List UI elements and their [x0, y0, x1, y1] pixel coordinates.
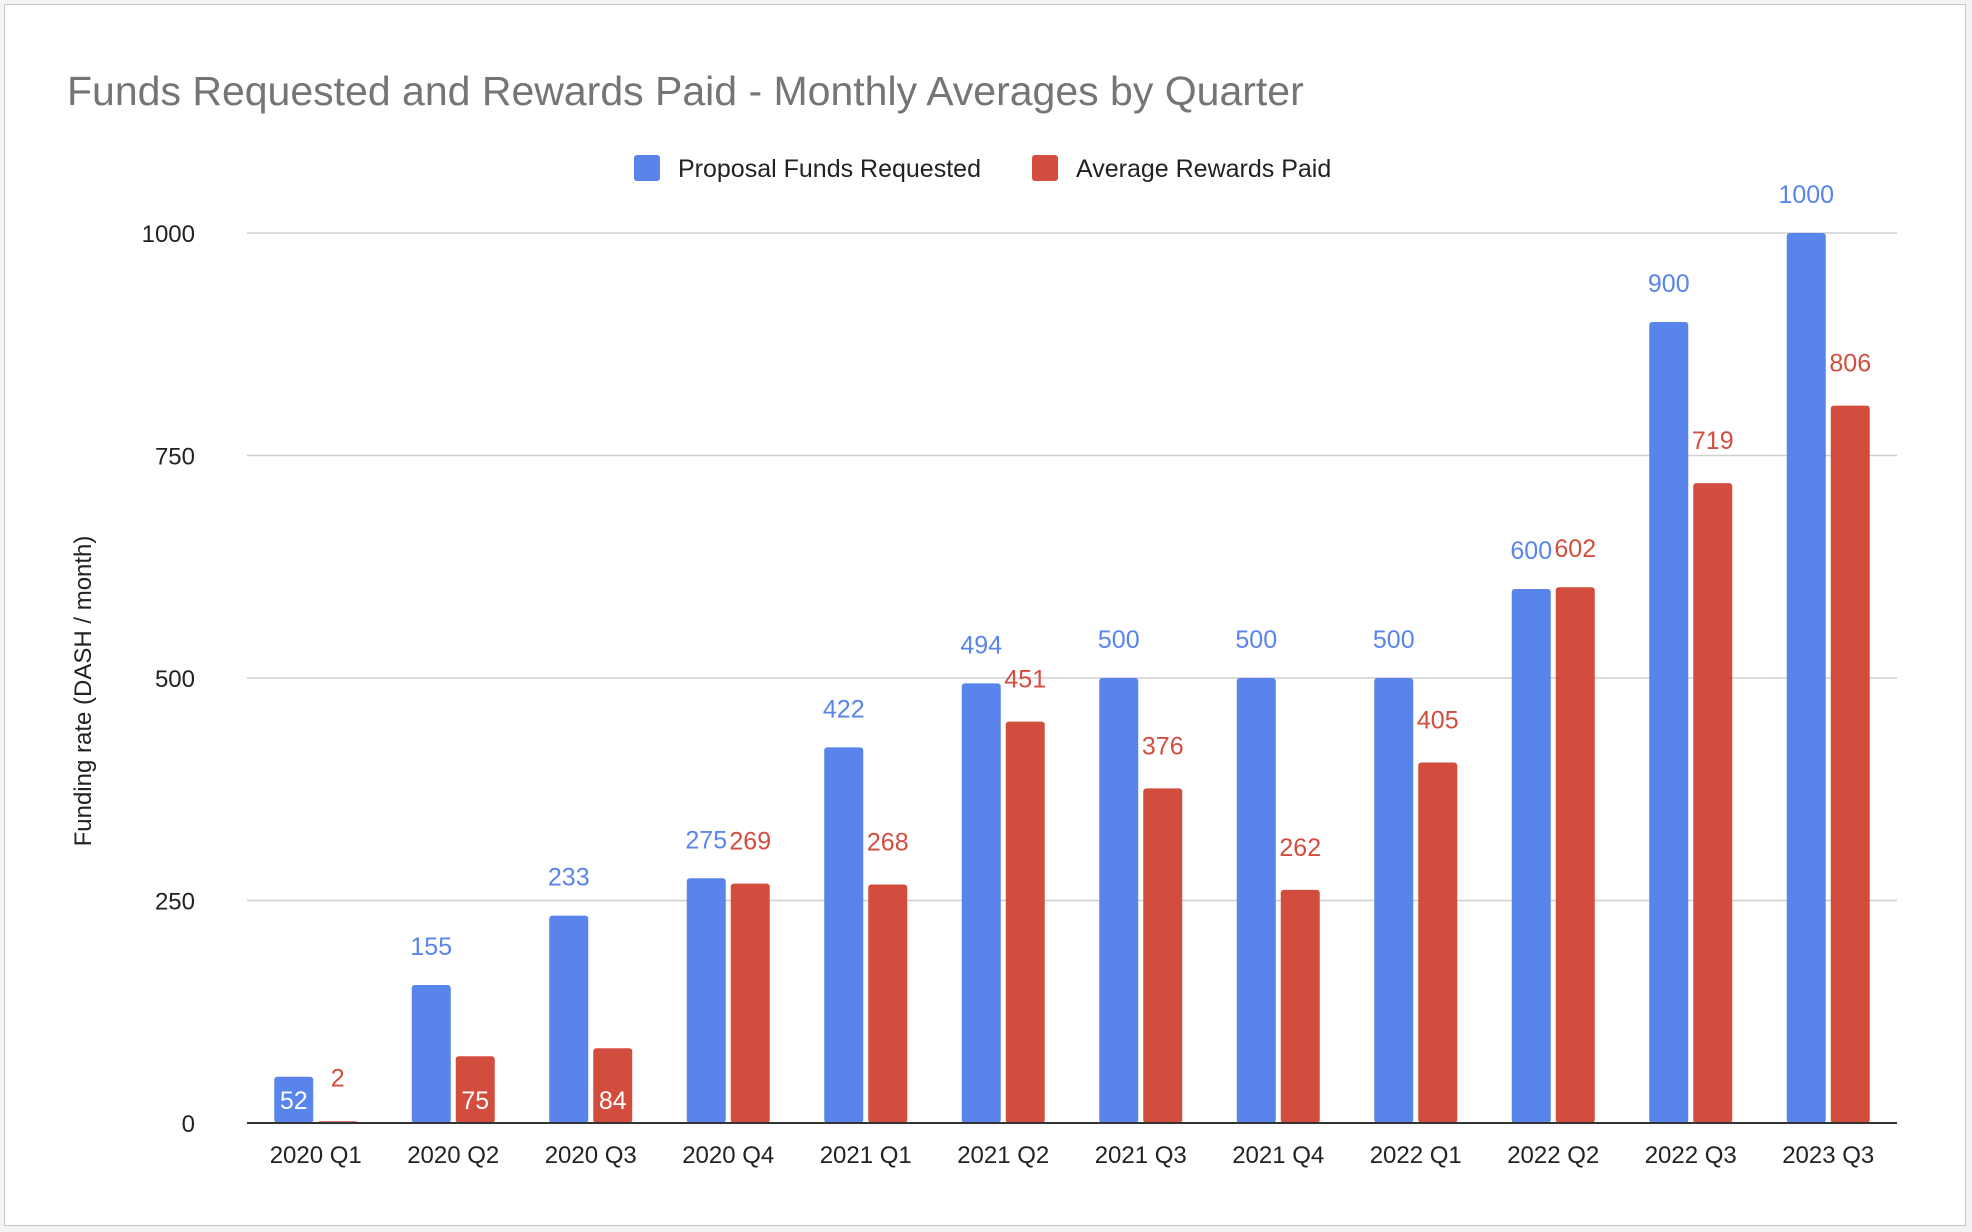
- bar-rewards-paid: [593, 1048, 633, 1123]
- data-label-funds-requested: 500: [1098, 626, 1140, 654]
- bar-funds-requested: [1099, 678, 1139, 1123]
- bar-rewards-paid: [1693, 483, 1733, 1124]
- bar-funds-requested: [274, 1076, 314, 1123]
- data-label-funds-requested: 900: [1648, 270, 1690, 298]
- bar-funds-requested: [411, 985, 451, 1123]
- y-tick-label: 250: [155, 889, 195, 916]
- bar-funds-requested: [549, 915, 589, 1123]
- bar-rewards-paid: [455, 1056, 495, 1123]
- x-tick-label: 2020 Q1: [270, 1142, 362, 1169]
- data-label-rewards-paid: 376: [1142, 732, 1184, 760]
- bar-rewards-paid: [868, 884, 908, 1123]
- x-tick-label: 2022 Q1: [1370, 1142, 1462, 1169]
- legend-swatch-rewards-paid: [1032, 155, 1058, 181]
- legend-label-funds-requested: Proposal Funds Requested: [678, 155, 981, 183]
- legend: Proposal Funds Requested Average Rewards …: [634, 155, 1331, 183]
- data-label-rewards-paid: 2: [331, 1065, 345, 1093]
- bar-funds-requested: [1236, 678, 1276, 1123]
- y-tick-label: 0: [182, 1111, 195, 1138]
- bar-funds-requested: [1649, 322, 1689, 1123]
- data-label-rewards-paid: 806: [1829, 350, 1871, 378]
- data-label-funds-requested: 500: [1373, 626, 1415, 654]
- x-tick-label: 2023 Q3: [1782, 1142, 1874, 1169]
- data-label-rewards-paid: 602: [1554, 535, 1596, 563]
- data-label-funds-requested: 494: [960, 631, 1002, 659]
- data-label-funds-requested: 233: [548, 864, 590, 892]
- bar-rewards-paid: [730, 883, 770, 1123]
- bar-funds-requested: [961, 683, 1001, 1123]
- data-label-rewards-paid: 262: [1279, 834, 1321, 862]
- bar-funds-requested: [1786, 233, 1826, 1123]
- data-label-funds-requested: 1000: [1778, 181, 1834, 209]
- data-label-funds-requested: 155: [410, 933, 452, 961]
- legend-label-rewards-paid: Average Rewards Paid: [1076, 155, 1331, 183]
- bar-funds-requested: [1511, 589, 1551, 1123]
- x-tick-label: 2022 Q2: [1507, 1142, 1599, 1169]
- data-label-funds-requested: 52: [280, 1087, 308, 1115]
- x-tick-label: 2020 Q2: [407, 1142, 499, 1169]
- bar-rewards-paid: [1418, 762, 1458, 1123]
- y-axis-ticks: 0 250 500 750 1000: [142, 221, 195, 1138]
- bar-funds-requested: [1374, 678, 1414, 1123]
- bar-rewards-paid: [1555, 587, 1595, 1123]
- data-label-funds-requested: 422: [823, 695, 865, 723]
- bar-funds-requested: [686, 878, 726, 1123]
- x-tick-label: 2021 Q2: [957, 1142, 1049, 1169]
- bars: [274, 233, 1870, 1124]
- data-label-funds-requested: 500: [1235, 626, 1277, 654]
- bar-rewards-paid: [1005, 721, 1045, 1123]
- y-tick-label: 1000: [142, 221, 195, 248]
- chart-svg: Funds Requested and Rewards Paid - Month…: [67, 68, 1897, 1169]
- data-label-rewards-paid: 75: [461, 1087, 489, 1115]
- bar-rewards-paid: [1280, 889, 1320, 1123]
- legend-swatch-funds-requested: [634, 155, 660, 181]
- data-label-rewards-paid: 719: [1692, 427, 1734, 455]
- x-tick-label: 2021 Q1: [820, 1142, 912, 1169]
- bar-rewards-paid: [1830, 405, 1870, 1123]
- data-label-rewards-paid: 269: [729, 828, 771, 856]
- data-label-rewards-paid: 268: [867, 828, 909, 856]
- bar-funds-requested: [824, 747, 864, 1123]
- x-tick-label: 2020 Q3: [545, 1142, 637, 1169]
- y-tick-label: 750: [155, 444, 195, 471]
- data-label-rewards-paid: 451: [1004, 666, 1046, 694]
- data-label-rewards-paid: 405: [1417, 707, 1459, 735]
- x-tick-label: 2021 Q4: [1232, 1142, 1324, 1169]
- data-label-funds-requested: 600: [1510, 537, 1552, 565]
- x-axis-ticks: 2020 Q1 2020 Q2 2020 Q3 2020 Q4 2021 Q1 2021 …: [270, 1142, 1875, 1169]
- x-tick-label: 2022 Q3: [1645, 1142, 1737, 1169]
- x-tick-label: 2021 Q3: [1095, 1142, 1187, 1169]
- chart-card: Funds Requested and Rewards Paid - Month…: [4, 4, 1966, 1226]
- data-label-funds-requested: 275: [685, 826, 727, 854]
- chart-title: Funds Requested and Rewards Paid - Month…: [67, 68, 1304, 114]
- y-axis-title: Funding rate (DASH / month): [70, 536, 97, 847]
- gridlines: [247, 232, 1897, 902]
- data-label-rewards-paid: 84: [599, 1087, 627, 1115]
- y-tick-label: 500: [155, 666, 195, 693]
- bar-rewards-paid: [1143, 788, 1183, 1123]
- x-tick-label: 2020 Q4: [682, 1142, 774, 1169]
